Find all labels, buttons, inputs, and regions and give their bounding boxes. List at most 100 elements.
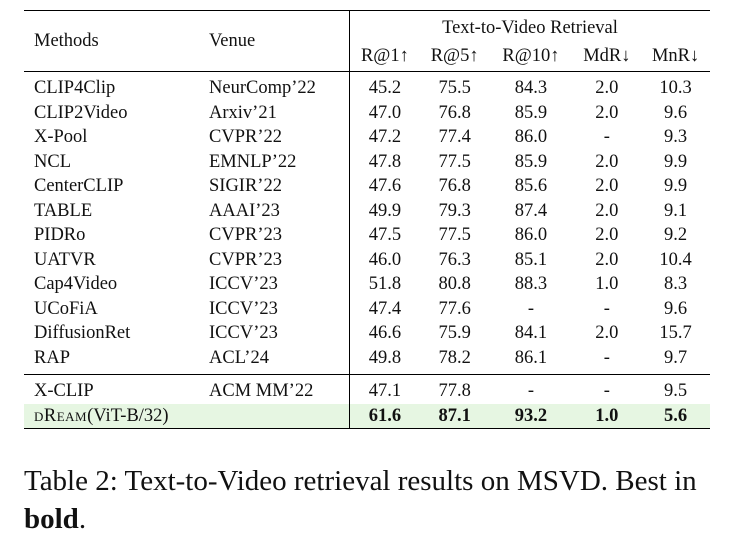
ours-mnr: 5.6 <box>641 403 710 429</box>
metric-header-mdr: MdR↓ <box>583 45 631 66</box>
caption-suffix: . <box>78 503 87 535</box>
venue-cell: ICCV’23 <box>209 323 278 343</box>
ours-venue <box>209 403 350 429</box>
mnr-cell: 9.9 <box>664 151 688 172</box>
r5-cell: 77.5 <box>438 225 471 245</box>
method-cell: CLIP2Video <box>34 102 128 123</box>
r10-cell: 88.3 <box>514 274 548 294</box>
ours-r1: 61.6 <box>348 403 420 429</box>
venue-cell: AAAI’23 <box>209 200 280 221</box>
table-row: X-Pool CVPR’22 47.2 77.4 86.0 - 9.3 <box>24 125 710 150</box>
venue-cell: ACM MM’22 <box>209 381 314 401</box>
ours-r5: 87.1 <box>419 403 490 429</box>
r1-cell: 46.0 <box>348 247 420 272</box>
mnr-cell: 8.3 <box>664 274 688 294</box>
mnr-cell: 9.1 <box>664 200 688 221</box>
r10-cell: 86.0 <box>514 225 548 245</box>
r10-cell: - <box>527 381 535 401</box>
mnr-cell: 9.3 <box>664 127 688 147</box>
table-row: RAP ACL’24 49.8 78.2 86.1 - 9.7 <box>24 345 710 375</box>
venue-cell: CVPR’23 <box>209 225 282 245</box>
caption-bold-word: bold <box>24 503 79 535</box>
table-row: UCoFiA ICCV’23 47.4 77.6 - - 9.6 <box>24 296 710 321</box>
table-row: UATVR CVPR’23 46.0 76.3 85.1 2.0 10.4 <box>24 247 710 272</box>
mdr-cell: - <box>603 347 610 368</box>
venue-cell: ICCV’23 <box>209 274 278 294</box>
method-cell: PIDRo <box>34 225 86 245</box>
results-table: Methods Venue Text-to-Video Retrieval R@… <box>24 10 710 429</box>
mnr-cell: 10.4 <box>659 249 692 270</box>
r5-cell: 77.4 <box>438 127 471 147</box>
venue-cell: ICCV’23 <box>209 298 278 319</box>
r10-cell: 84.1 <box>514 323 548 343</box>
r10-cell: 86.1 <box>514 347 548 368</box>
mdr-cell: - <box>603 127 610 147</box>
method-cell: RAP <box>34 347 70 368</box>
mdr-cell: 2.0 <box>595 249 619 270</box>
table-row: NCL EMNLP’22 47.8 77.5 85.9 2.0 9.9 <box>24 149 710 174</box>
venue-cell: CVPR’23 <box>209 249 282 270</box>
methods-header: Methods <box>34 30 99 51</box>
results-table-wrapper: Methods Venue Text-to-Video Retrieval R@… <box>24 10 710 429</box>
mnr-cell: 9.9 <box>664 176 688 196</box>
table-row: X-CLIP ACM MM’22 47.1 77.8 - - 9.5 <box>24 374 710 404</box>
table-row: TABLE AAAI’23 49.9 79.3 87.4 2.0 9.1 <box>24 198 710 223</box>
table-row: Cap4Video ICCV’23 51.8 80.8 88.3 1.0 8.3 <box>24 272 710 297</box>
group-header: Text-to-Video Retrieval <box>349 10 710 41</box>
r10-cell: 85.9 <box>514 151 548 172</box>
method-cell: UATVR <box>34 249 96 270</box>
ours-method-name: dReam <box>34 405 88 426</box>
r1-cell: 46.6 <box>348 321 420 346</box>
ours-row: dReam(ViT-B/32) 61.6 87.1 93.2 1.0 5.6 <box>24 403 710 429</box>
mnr-cell: 9.5 <box>664 381 688 401</box>
r1-cell: 49.9 <box>348 198 420 223</box>
ours-mdr: 1.0 <box>572 403 642 429</box>
mdr-cell: 2.0 <box>595 176 619 196</box>
table-row: CLIP4Clip NeurComp’22 45.2 75.5 84.3 2.0 10.3 <box>24 71 710 101</box>
r10-cell: 87.4 <box>514 200 548 221</box>
r10-cell: 85.9 <box>514 102 548 123</box>
mdr-cell: 2.0 <box>595 151 619 172</box>
r5-cell: 76.3 <box>438 249 471 270</box>
r1-cell: 47.0 <box>348 100 420 125</box>
r1-cell: 51.8 <box>348 272 420 297</box>
r1-cell: 47.5 <box>348 223 420 248</box>
method-cell: UCoFiA <box>34 298 98 319</box>
metric-header-r10: R@10↑ <box>502 45 560 66</box>
venue-cell: SIGIR’22 <box>209 176 282 196</box>
table-row: PIDRo CVPR’23 47.5 77.5 86.0 2.0 9.2 <box>24 223 710 248</box>
table-row: DiffusionRet ICCV’23 46.6 75.9 84.1 2.0 15.7 <box>24 321 710 346</box>
r1-cell: 47.4 <box>348 296 420 321</box>
main-rows: CLIP4Clip NeurComp’22 45.2 75.5 84.3 2.0 10.3 C… <box>24 71 710 375</box>
ours-method: dReam(ViT-B/32) <box>24 403 209 429</box>
mnr-cell: 15.7 <box>659 323 692 343</box>
r10-cell: 86.0 <box>514 127 548 147</box>
r5-cell: 75.5 <box>438 78 471 98</box>
caption-prefix: Table 2: Text-to-Video retrieval results… <box>24 465 697 497</box>
mdr-cell: 1.0 <box>595 274 619 294</box>
r1-cell: 49.8 <box>348 345 420 375</box>
r10-cell: 85.6 <box>514 176 548 196</box>
method-cell: DiffusionRet <box>34 323 131 343</box>
ours-r10: 93.2 <box>489 403 573 429</box>
method-cell: X-CLIP <box>34 381 94 401</box>
r5-cell: 76.8 <box>438 102 471 123</box>
mdr-cell: - <box>603 381 610 401</box>
mnr-cell: 9.7 <box>664 347 688 368</box>
mnr-cell: 9.2 <box>664 225 688 245</box>
table-row: CenterCLIP SIGIR’22 47.6 76.8 85.6 2.0 9.9 <box>24 174 710 199</box>
method-cell: CenterCLIP <box>34 176 124 196</box>
r10-cell: - <box>527 298 535 319</box>
venue-cell: NeurComp’22 <box>209 78 316 98</box>
venue-cell: EMNLP’22 <box>209 151 297 172</box>
mnr-cell: 10.3 <box>659 78 692 98</box>
r5-cell: 80.8 <box>438 274 471 294</box>
venue-cell: CVPR’22 <box>209 127 282 147</box>
method-cell: NCL <box>34 151 71 172</box>
mnr-cell: 9.6 <box>664 102 688 123</box>
r5-cell: 79.3 <box>438 200 471 221</box>
method-cell: X-Pool <box>34 127 88 147</box>
venue-header: Venue <box>209 30 256 51</box>
mdr-cell: 2.0 <box>595 200 619 221</box>
r5-cell: 77.6 <box>438 298 471 319</box>
